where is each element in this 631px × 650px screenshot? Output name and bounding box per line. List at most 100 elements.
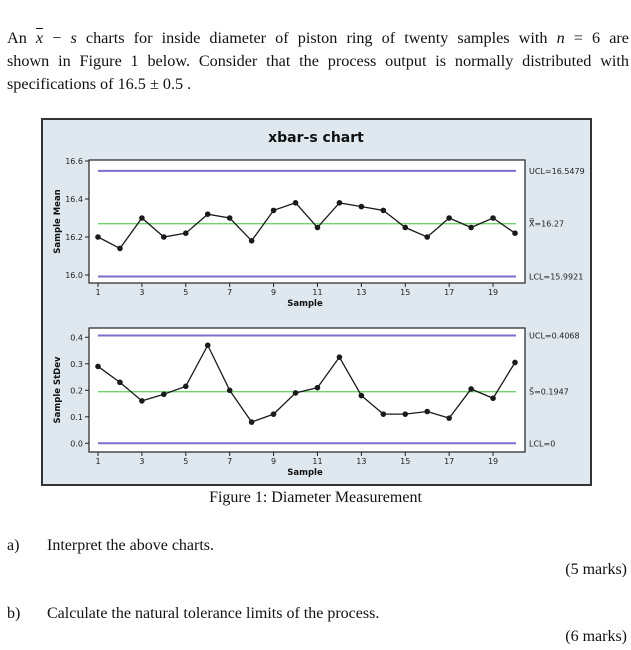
chart-title: xbar-s chart [268, 130, 364, 146]
x-tick-label: 19 [488, 288, 498, 297]
mean-series-line [97, 202, 516, 250]
lcl-line-label: LCL=15.9921 [529, 273, 583, 282]
x-tick-label: 13 [356, 457, 366, 466]
data-point [182, 230, 189, 236]
data-point [468, 224, 474, 231]
x-axis-title: Sample [287, 468, 323, 478]
y-tick-label: 16.2 [65, 233, 83, 242]
question-a-text: Interpret the above charts. [47, 537, 215, 554]
x-tick-label: 13 [356, 288, 366, 297]
s-symbol: s [70, 29, 77, 47]
data-point [139, 215, 145, 221]
x-axis-title: Sample [287, 299, 323, 309]
data-point [490, 215, 496, 221]
intro-line-2: shown in Figure 1 below. Consider that t… [7, 52, 629, 70]
data-point [424, 408, 431, 415]
intro-prefix: An [7, 29, 27, 47]
data-point [512, 359, 518, 366]
intro-line-1: An x − s charts for inside diameter of p… [7, 27, 629, 50]
data-point [380, 207, 387, 214]
data-point [95, 234, 101, 240]
x-tick-label: 5 [183, 457, 188, 466]
data-point [358, 203, 365, 210]
x-tick-label: 17 [444, 457, 454, 466]
data-point [292, 200, 299, 206]
y-tick-label: 16.0 [65, 271, 83, 280]
center-line-label: X̿=16.27 [529, 218, 564, 228]
x-tick-label: 9 [271, 457, 276, 466]
x-tick-label: 15 [400, 457, 410, 466]
center-line-label: S̄=0.1947 [529, 386, 569, 396]
x-tick-label: 7 [227, 457, 232, 466]
x-tick-label: 9 [271, 288, 276, 297]
xbar-symbol: x [35, 29, 44, 47]
data-point [314, 384, 321, 391]
data-point [336, 200, 343, 206]
data-point [204, 342, 211, 349]
x-tick-label: 3 [139, 288, 144, 297]
y-axis-title: Sample Mean [53, 189, 63, 253]
data-point [117, 245, 123, 252]
data-point [512, 230, 518, 236]
question-b-marks: (6 marks) [565, 628, 627, 645]
data-point [402, 224, 409, 231]
x-tick-label: 1 [95, 288, 100, 297]
data-point [292, 390, 299, 396]
intro-line-3: specifications of 16.5 ± 0.5 . [7, 75, 192, 93]
data-point [139, 398, 145, 404]
problem-statement: An x − s charts for inside diameter of p… [7, 27, 629, 96]
minus-symbol: − [43, 29, 71, 47]
question-a: a) Interpret the above charts. [7, 537, 214, 555]
data-point [424, 234, 431, 240]
mean-plot-area [88, 159, 526, 284]
data-point [182, 383, 189, 390]
x-tick-label: 11 [312, 288, 322, 297]
y-tick-label: 0.4 [70, 333, 83, 342]
y-tick-label: 0.3 [70, 360, 83, 369]
data-point [204, 211, 211, 217]
x-tick-label: 17 [444, 288, 454, 297]
data-point [226, 215, 233, 221]
data-point [270, 411, 277, 417]
data-point [270, 207, 277, 214]
y-tick-label: 16.6 [65, 157, 83, 166]
data-point [446, 415, 452, 421]
data-point [161, 391, 167, 398]
n-value: = 6 are [564, 29, 629, 47]
data-point [161, 234, 167, 240]
y-axis-title: Sample StDev [53, 356, 63, 423]
x-tick-label: 1 [95, 457, 100, 466]
data-point [468, 386, 474, 392]
data-point [226, 387, 233, 394]
y-tick-label: 16.4 [65, 195, 83, 204]
figure-caption: Figure 1: Diameter Measurement [209, 489, 422, 506]
question-b: b) Calculate the natural tolerance limits… [7, 605, 379, 623]
y-tick-label: 0.0 [70, 439, 83, 448]
y-tick-label: 0.1 [70, 413, 83, 422]
data-point [95, 363, 101, 370]
data-point [117, 379, 123, 386]
data-point [248, 238, 255, 244]
x-tick-label: 15 [400, 288, 410, 297]
data-point [336, 354, 343, 360]
question-a-label: a) [7, 537, 20, 554]
y-tick-label: 0.2 [70, 386, 83, 395]
data-point [358, 392, 365, 399]
x-tick-label: 11 [312, 457, 322, 466]
question-b-text: Calculate the natural tolerance limits o… [47, 605, 380, 622]
question-b-label: b) [7, 605, 21, 622]
stdev-panel: 0.00.10.20.30.41 3 5 7 9 11 13 15 17 19SampleSamp… [53, 327, 580, 478]
data-point [402, 411, 409, 417]
data-point [380, 411, 387, 417]
ucl-line-label: UCL=16.5479 [529, 167, 585, 176]
intro-mid: charts for inside diameter of piston rin… [76, 29, 557, 47]
data-point [314, 224, 321, 231]
mean-panel: 16.016.216.416.61 3 5 7 9 11 13 15 17 19SampleSam… [53, 157, 585, 309]
ucl-line-label: UCL=0.4068 [529, 331, 580, 340]
n-symbol: n [556, 29, 565, 47]
x-tick-label: 5 [183, 288, 188, 297]
x-tick-label: 7 [227, 288, 232, 297]
data-point [490, 395, 496, 402]
data-point [248, 419, 255, 425]
